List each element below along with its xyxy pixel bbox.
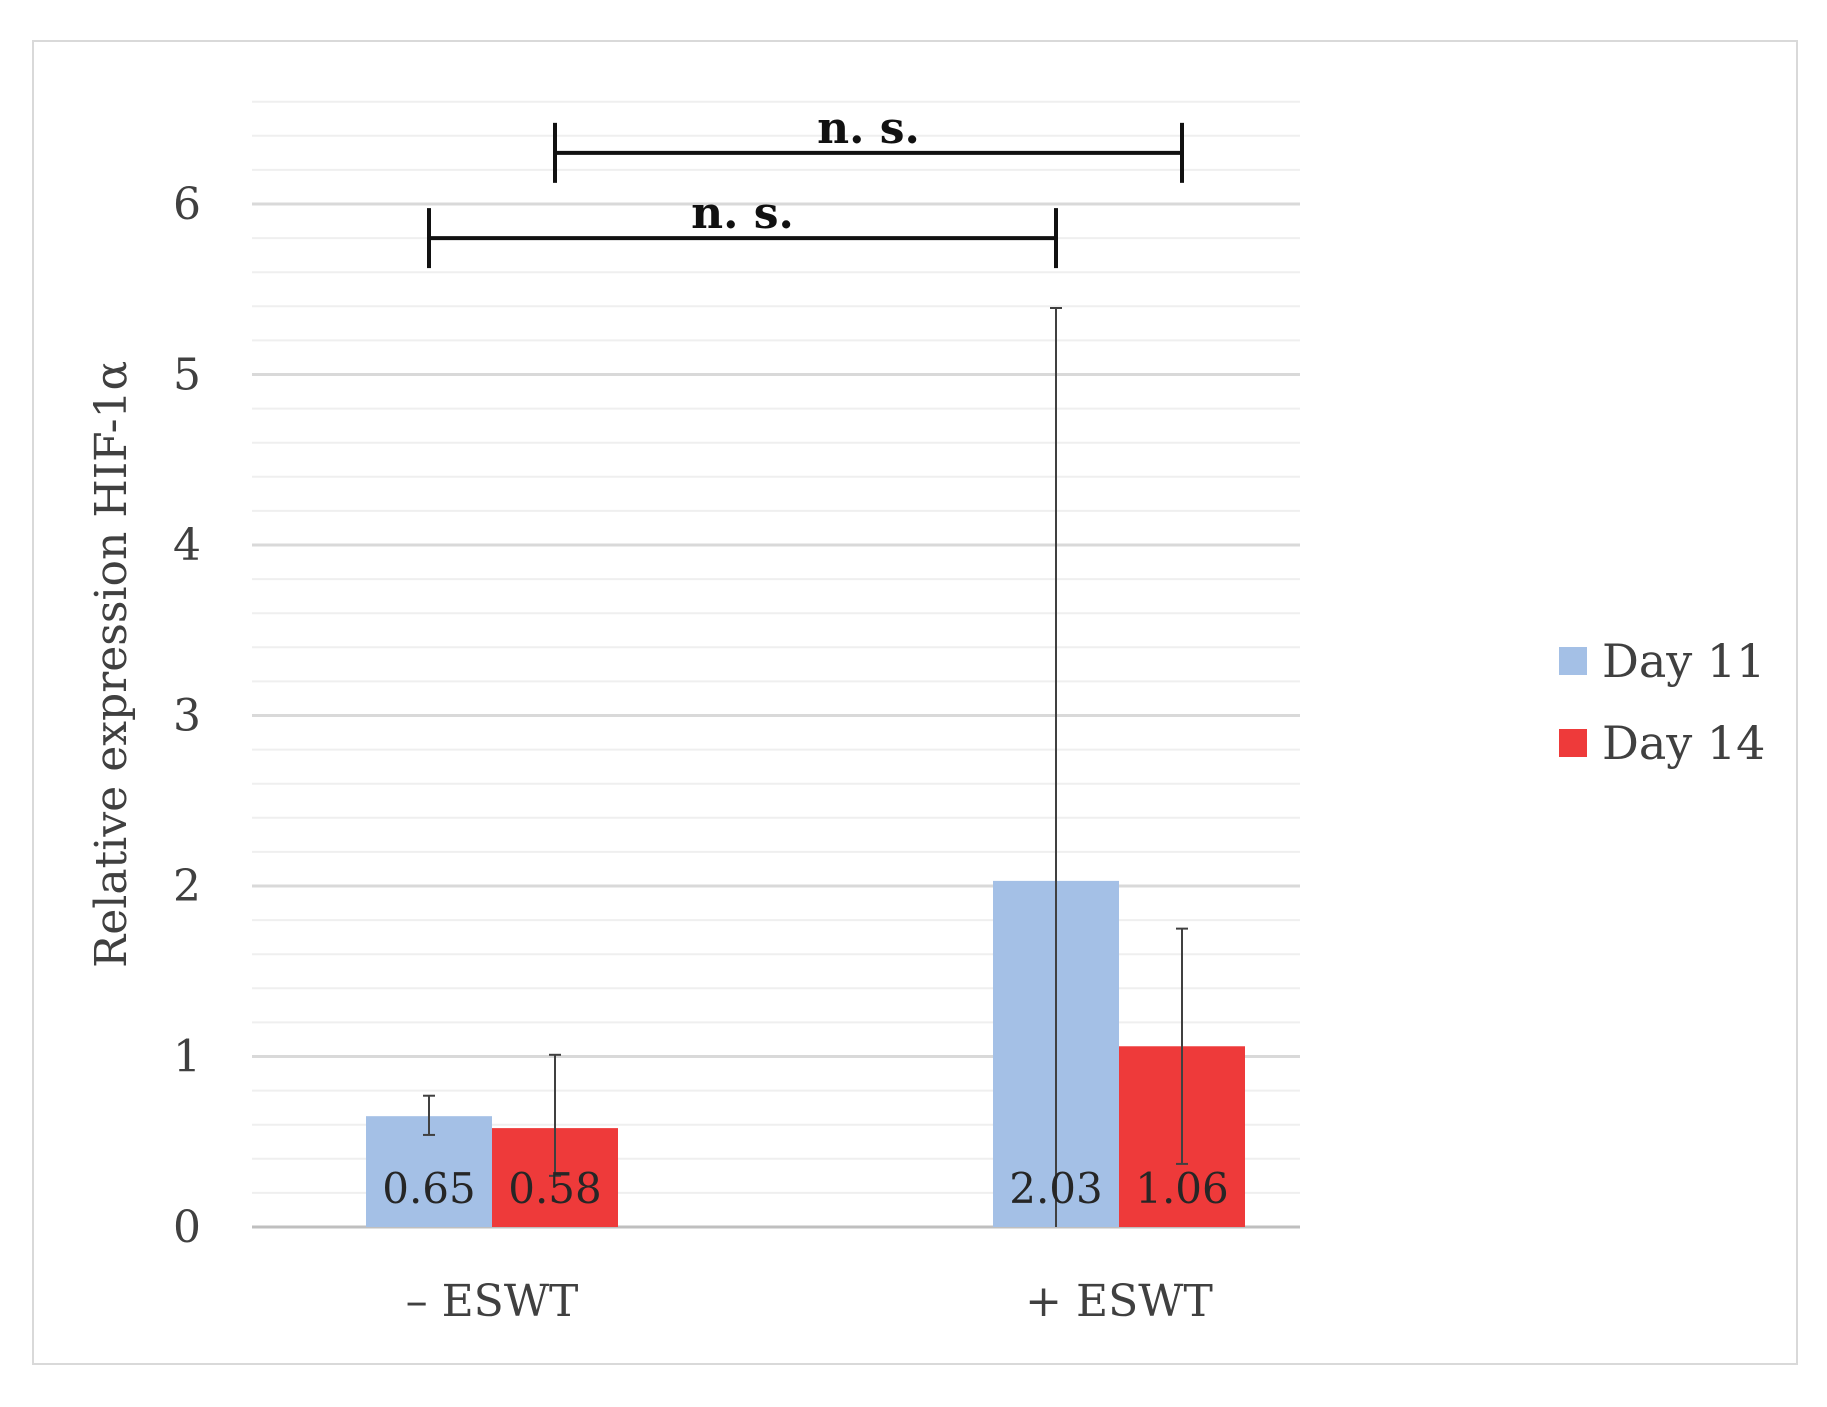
y-tick-label: 1 [173,1032,201,1083]
x-category-label: + ESWT [1025,1276,1213,1327]
significance-label: n. s. [817,103,920,154]
y-tick-label: 0 [173,1202,201,1253]
y-tick-label: 5 [173,350,201,401]
data-label: 0.65 [382,1164,476,1213]
chart-frame: 0 1 2 3 4 5 6 Relative expression HIF-1α 0.65 2.0… [32,40,1798,1365]
legend-label: Day 14 [1602,716,1765,770]
y-tick-label: 6 [173,179,201,230]
legend-swatch [1559,729,1587,757]
legend-swatch [1559,647,1587,675]
x-category-label: – ESWT [406,1276,579,1327]
data-label: 1.06 [1135,1164,1229,1213]
y-tick-label: 2 [173,861,201,912]
y-axis-label: Relative expression HIF-1α [86,361,137,968]
y-tick-label: 3 [173,691,201,742]
bar-chart: 0 1 2 3 4 5 6 Relative expression HIF-1α 0.65 2.0… [86,100,1765,1327]
data-label: 2.03 [1009,1164,1103,1213]
data-label: 0.58 [508,1164,602,1213]
legend-label: Day 11 [1602,634,1765,688]
y-tick-label: 4 [173,520,201,571]
significance-label: n. s. [691,188,794,239]
